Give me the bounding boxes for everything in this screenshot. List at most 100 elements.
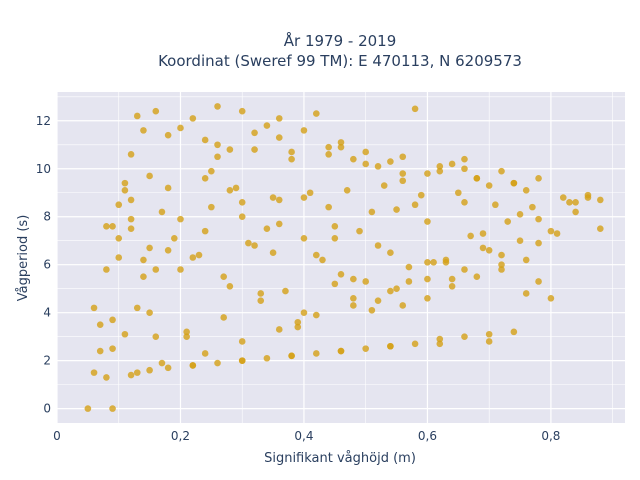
data-point <box>331 235 339 242</box>
x-tick-label: 0,6 <box>418 429 437 443</box>
data-point <box>152 266 160 273</box>
data-point <box>251 146 258 153</box>
data-point <box>208 203 215 211</box>
y-tick-label: 12 <box>36 114 51 128</box>
data-point <box>479 244 487 252</box>
data-point <box>411 105 419 113</box>
data-point <box>485 338 493 345</box>
data-point <box>288 352 295 360</box>
data-point <box>294 323 302 331</box>
data-point <box>152 107 160 115</box>
data-point <box>251 242 258 249</box>
data-point <box>442 256 450 264</box>
data-point <box>473 175 481 182</box>
chart-title-line-1: År 1979 - 2019 <box>284 31 397 50</box>
chart-title-line-2: Koordinat (Sweref 99 TM): E 470113, N 62… <box>158 52 522 70</box>
data-point <box>485 247 493 254</box>
data-point <box>387 249 394 257</box>
data-point <box>374 242 382 249</box>
data-point <box>90 304 98 312</box>
data-point <box>350 302 357 309</box>
data-point <box>380 182 388 189</box>
data-point <box>189 254 197 261</box>
data-point <box>115 201 123 209</box>
data-point <box>498 167 505 175</box>
y-tick-label: 2 <box>43 354 51 368</box>
data-point <box>343 187 351 194</box>
data-point <box>461 199 468 206</box>
data-point <box>133 112 141 120</box>
data-point <box>269 249 277 257</box>
data-point <box>535 278 542 285</box>
data-point <box>510 179 518 187</box>
data-point <box>424 170 431 177</box>
y-tick-label: 8 <box>43 210 51 224</box>
data-point <box>140 127 147 134</box>
data-point <box>103 374 110 381</box>
data-point <box>399 302 407 309</box>
data-point <box>535 215 542 223</box>
data-point <box>436 335 444 343</box>
data-point <box>121 187 129 194</box>
data-point <box>553 230 561 237</box>
data-point <box>350 294 357 302</box>
data-point <box>263 225 271 233</box>
data-point <box>485 330 493 338</box>
data-point <box>535 239 542 247</box>
data-point <box>448 275 456 283</box>
data-point <box>189 362 197 369</box>
data-point <box>455 189 462 197</box>
data-point <box>164 364 172 372</box>
data-point <box>140 256 147 264</box>
data-point <box>535 175 542 182</box>
data-point <box>417 191 425 199</box>
y-tick-label: 0 <box>43 402 51 416</box>
data-point <box>356 227 363 235</box>
data-point <box>337 347 345 355</box>
data-point <box>547 294 555 302</box>
x-tick-label: 0,2 <box>171 429 190 443</box>
data-point <box>214 359 221 367</box>
data-point <box>387 287 394 295</box>
data-point <box>133 304 141 312</box>
data-point <box>325 203 332 211</box>
data-point <box>146 172 153 180</box>
x-axis-ticks: 0 0,2 0,4 0,6 0,8 <box>53 429 560 443</box>
data-point <box>214 141 221 149</box>
data-point <box>405 263 413 271</box>
data-point <box>498 261 505 268</box>
data-point <box>597 196 604 204</box>
data-point <box>109 345 116 352</box>
data-point <box>516 237 524 245</box>
data-point <box>115 254 123 261</box>
data-point <box>522 290 530 297</box>
data-point <box>96 321 104 328</box>
data-point <box>164 131 172 139</box>
data-point <box>387 158 394 165</box>
data-point <box>448 282 456 290</box>
data-point <box>424 294 431 302</box>
data-point <box>504 218 511 225</box>
data-point <box>510 328 518 336</box>
data-point <box>251 129 258 137</box>
y-tick-label: 6 <box>43 258 51 272</box>
data-point <box>529 203 536 211</box>
data-point <box>214 103 221 110</box>
data-point <box>183 333 190 340</box>
data-point <box>103 266 110 273</box>
data-point <box>288 155 295 163</box>
data-point <box>522 256 530 264</box>
data-point <box>245 239 252 247</box>
x-tick-label: 0 <box>53 429 61 443</box>
data-point <box>350 275 357 283</box>
data-point <box>238 107 246 115</box>
data-point <box>232 184 240 192</box>
data-point <box>411 201 419 209</box>
data-point <box>572 199 579 206</box>
data-point <box>467 232 474 240</box>
data-point <box>109 316 116 324</box>
data-point <box>331 223 339 230</box>
data-point <box>300 127 308 134</box>
data-point <box>313 311 320 319</box>
data-point <box>424 218 431 225</box>
